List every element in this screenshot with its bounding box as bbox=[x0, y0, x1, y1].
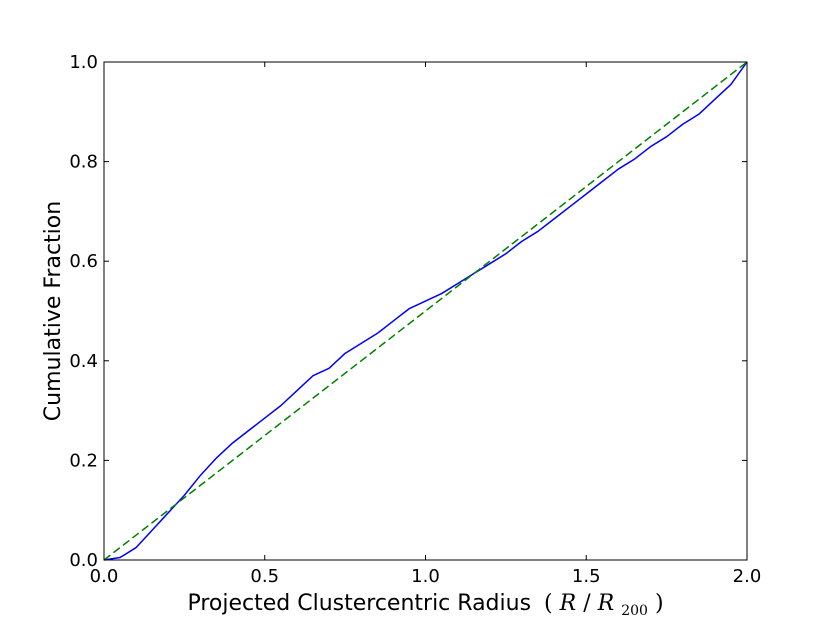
x-axis-label-slash: / bbox=[583, 591, 591, 616]
y-tick-label: 1.0 bbox=[69, 52, 98, 73]
x-axis-label-sub-var: R bbox=[597, 591, 615, 616]
reference-uniform-line bbox=[103, 61, 748, 561]
x-tick-label: 1.5 bbox=[572, 566, 601, 587]
x-tick-label: 2.0 bbox=[733, 566, 762, 587]
x-axis-label-open-paren: ( bbox=[544, 591, 553, 616]
tick-layer: 0.0 0.5 1.0 1.5 2.0 0.0 0.2 0.4 0.6 0.8 1.0 bbox=[69, 52, 761, 587]
x-axis-label-text: Projected Clustercentric Radius bbox=[187, 591, 531, 616]
x-axis-label: Projected Clustercentric Radius ( R / R … bbox=[187, 591, 663, 621]
x-axis-label-subscript: 200 bbox=[621, 603, 648, 619]
x-axis-label-close-paren: ) bbox=[655, 591, 664, 616]
cumulative-fraction-line bbox=[103, 61, 748, 561]
y-tick-label: 0.0 bbox=[69, 550, 98, 571]
series-layer bbox=[103, 61, 748, 561]
y-axis-label: Cumulative Fraction bbox=[41, 201, 66, 421]
x-tick-label: 0.0 bbox=[90, 566, 119, 587]
x-tick-label: 0.5 bbox=[250, 566, 279, 587]
y-tick-label: 0.8 bbox=[69, 152, 98, 173]
x-axis-label-var: R bbox=[559, 591, 577, 616]
y-tick-label: 0.4 bbox=[69, 351, 98, 372]
y-tick-label: 0.2 bbox=[69, 450, 98, 471]
x-tick-label: 1.0 bbox=[411, 566, 440, 587]
y-tick-label: 0.6 bbox=[69, 251, 98, 272]
